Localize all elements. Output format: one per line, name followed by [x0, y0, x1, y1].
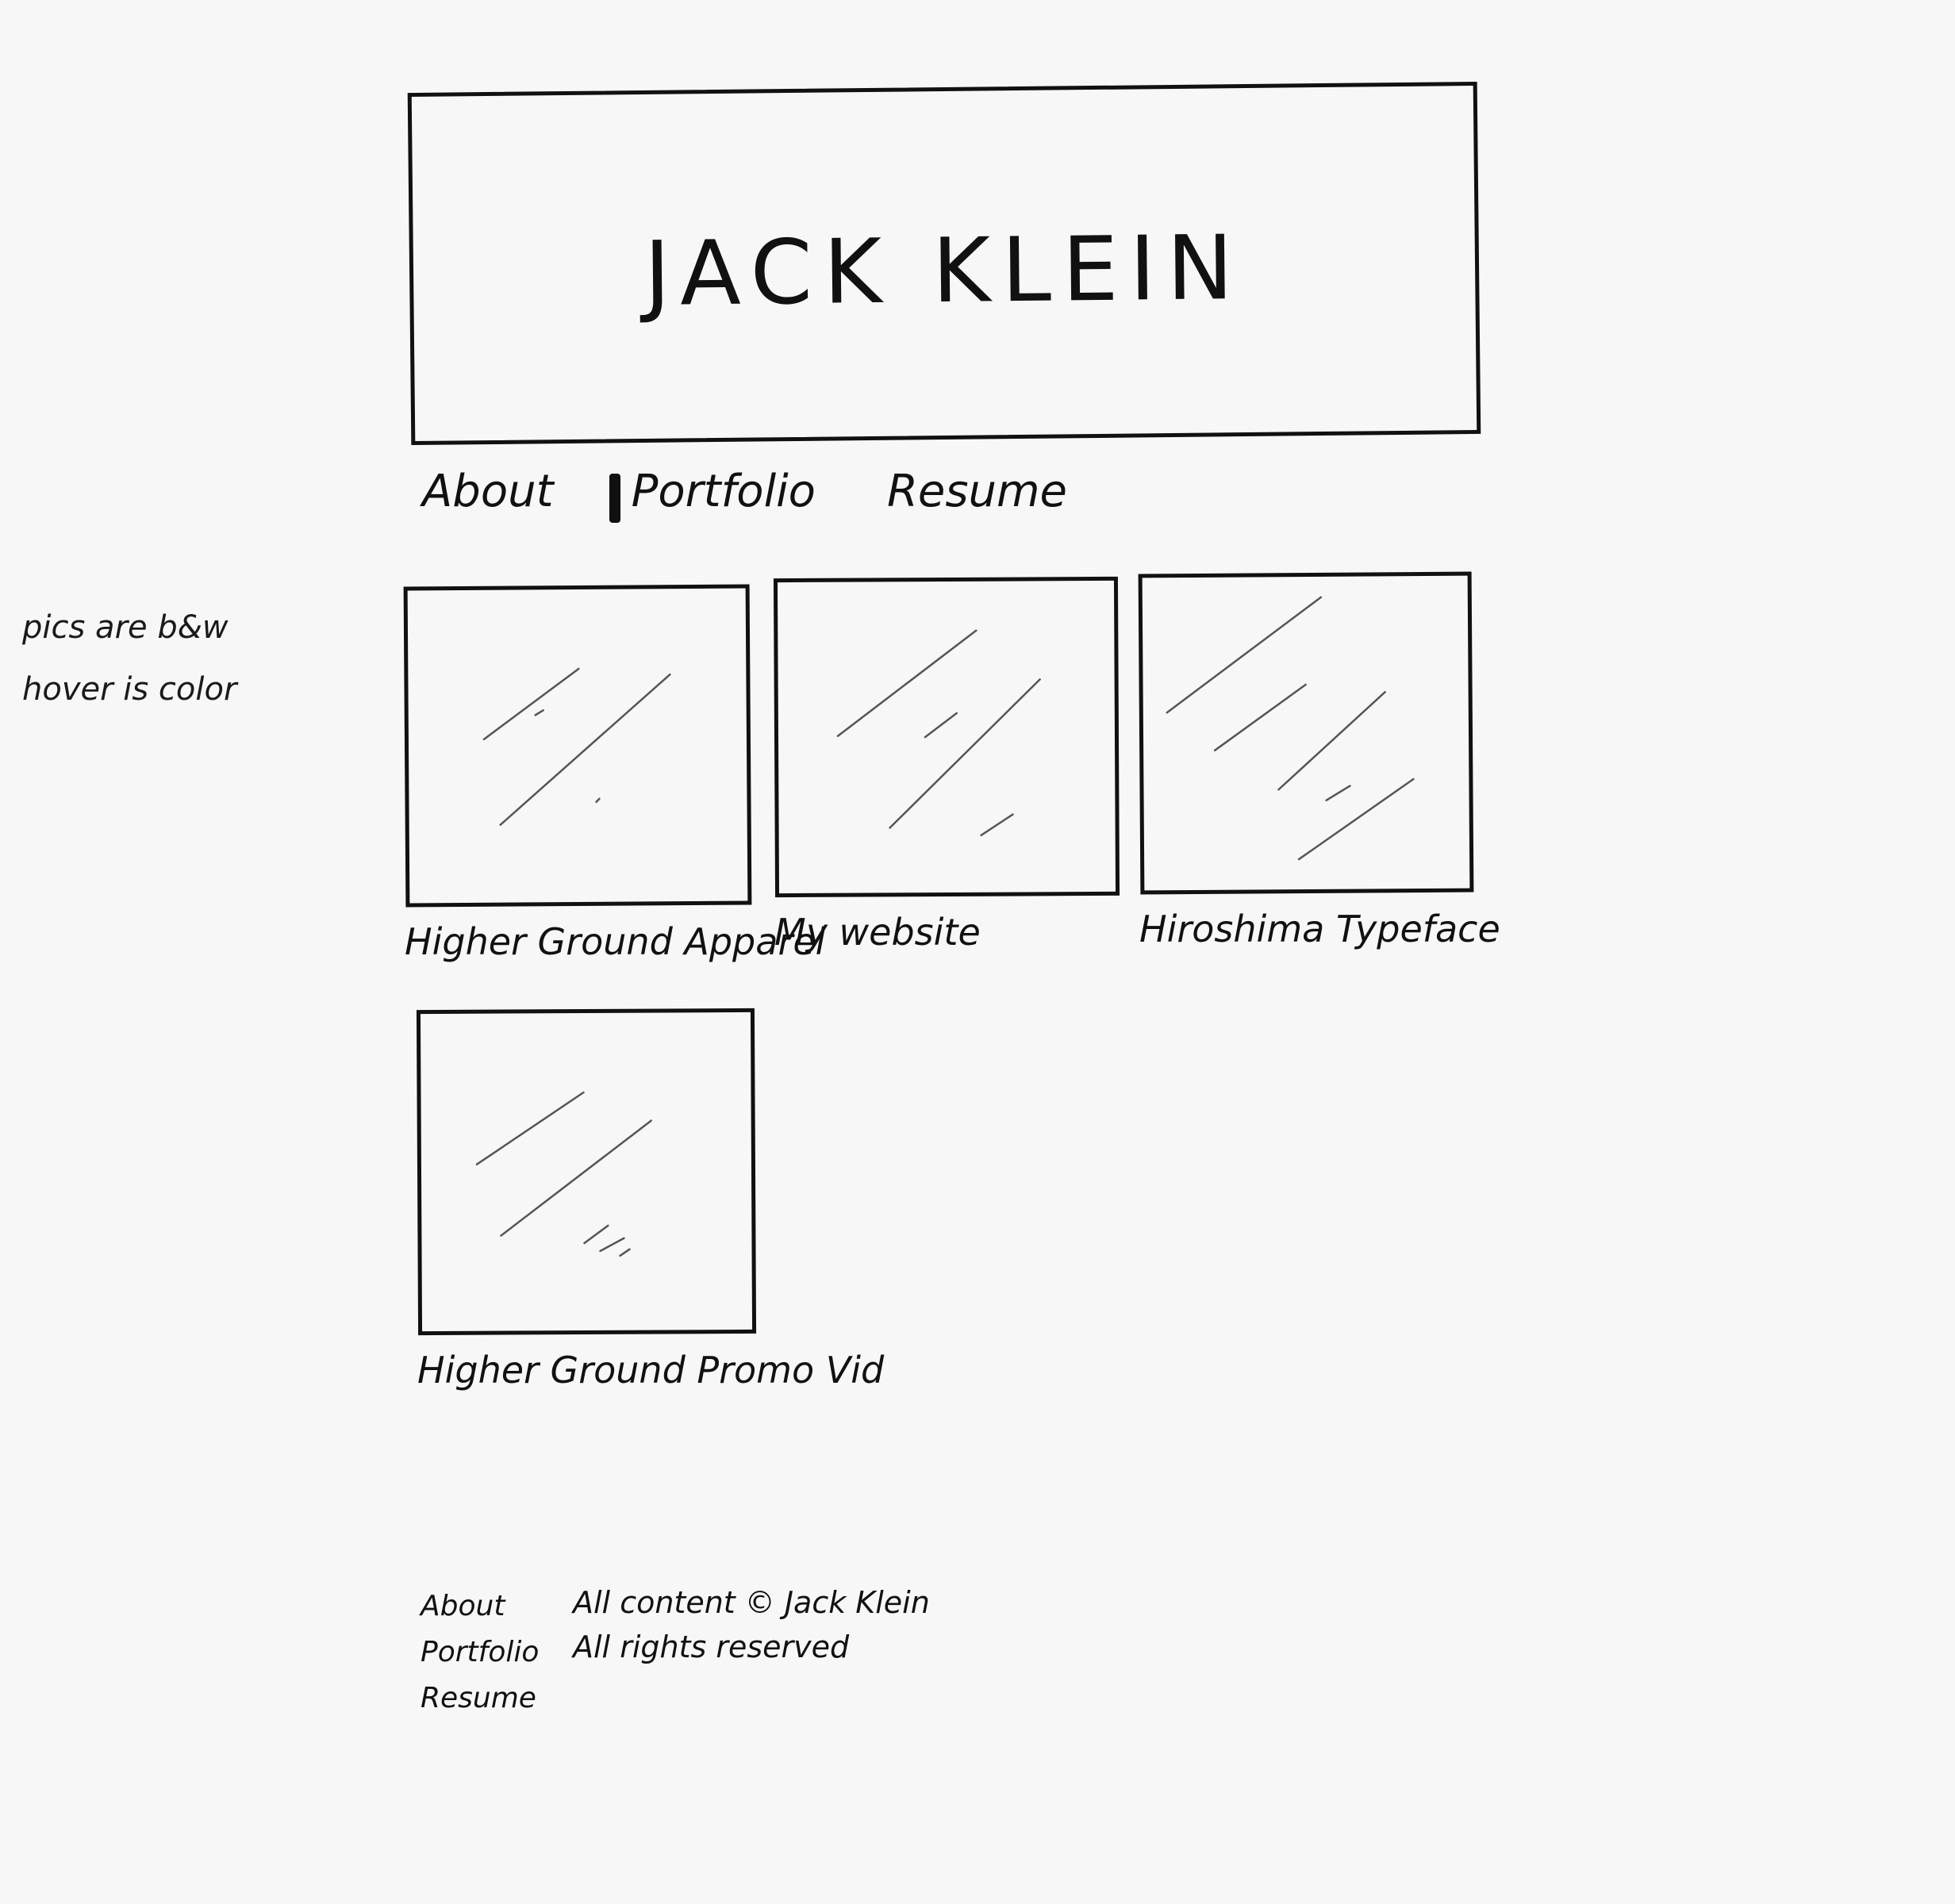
project-image-placeholder[interactable]	[1138, 571, 1474, 895]
nav-link-portfolio[interactable]: Portfolio	[609, 466, 816, 523]
footer-link-portfolio[interactable]: Portfolio	[421, 1636, 540, 1668]
site-title: JACK KLEIN	[643, 217, 1245, 326]
annotation-line-1: pics are b&w	[22, 609, 229, 646]
image-placeholder-icon	[475, 1091, 652, 1257]
project-caption[interactable]: Higher Ground Apparel	[405, 920, 826, 963]
annotation-line-2: hover is color	[22, 671, 237, 708]
footer-nav: About Portfolio Resume	[421, 1583, 539, 1722]
project-image-placeholder[interactable]	[403, 584, 752, 908]
project-image-placeholder[interactable]	[773, 576, 1120, 898]
project-caption[interactable]: Higher Ground Promo Vid	[417, 1349, 885, 1392]
footer-copyright: All content © Jack Klein All rights rese…	[573, 1580, 930, 1669]
copyright-line-2: All rights reserved	[573, 1630, 850, 1664]
project-card[interactable]: Higher Ground Apparel	[403, 584, 826, 963]
image-placeholder-icon	[482, 667, 671, 826]
header-banner: JACK KLEIN	[407, 81, 1481, 446]
image-placeholder-icon	[1166, 596, 1415, 861]
image-placeholder-icon	[836, 629, 1041, 837]
project-card[interactable]: My website	[773, 576, 1120, 954]
project-card[interactable]: Higher Ground Promo Vid	[416, 1008, 885, 1392]
copyright-line-1: All content © Jack Klein	[573, 1585, 930, 1620]
project-caption[interactable]: Hiroshima Typeface	[1139, 908, 1500, 950]
active-indicator	[609, 474, 620, 523]
project-caption[interactable]: My website	[774, 911, 981, 954]
nav-link-portfolio-label: Portfolio	[631, 466, 816, 517]
nav-link-about[interactable]: About	[422, 466, 554, 517]
top-nav: About Portfolio Resume	[422, 454, 1067, 523]
footer-link-about[interactable]: About	[421, 1590, 505, 1622]
project-card[interactable]: Hiroshima Typeface	[1138, 571, 1500, 950]
annotation-note: pics are b&w hover is color	[22, 597, 284, 720]
nav-link-resume[interactable]: Resume	[886, 466, 1067, 517]
footer-link-resume[interactable]: Resume	[421, 1682, 536, 1714]
project-image-placeholder[interactable]	[416, 1008, 757, 1336]
